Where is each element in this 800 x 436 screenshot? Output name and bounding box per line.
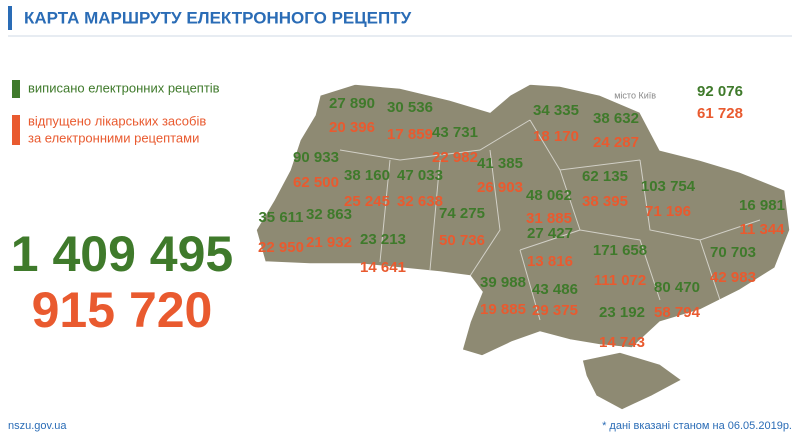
region-dispensed: 21 932 [306, 234, 352, 251]
region-issued: 39 988 [480, 274, 526, 291]
title-bar [8, 6, 12, 30]
region-dispensed: 20 396 [329, 119, 375, 136]
region-dispensed: 38 395 [582, 193, 628, 210]
region-issued: 35 611 [258, 209, 303, 226]
region-dispensed: 26 903 [477, 179, 523, 196]
region-figures: 27 890 20 396 30 536 17 859 43 731 22 982 34 3… [258, 95, 785, 351]
legend-dispensed: за електронними рецептами [28, 130, 199, 145]
legend-swatch-issued [12, 80, 20, 98]
region-issued: 171 658 [593, 242, 647, 259]
total-issued: 1 409 495 [11, 226, 233, 282]
total-dispensed: 915 720 [32, 282, 213, 338]
region-dispensed: 13 816 [527, 253, 573, 270]
region-issued: 47 033 [397, 167, 443, 184]
region-issued: 30 536 [387, 99, 433, 116]
footnote: * дані вказані станом на 06.05.2019р. [602, 420, 792, 432]
region-issued: 16 981 [739, 197, 785, 214]
region-issued: 38 632 [593, 110, 639, 127]
region-issued: 74 275 [439, 205, 485, 222]
region-dispensed: 32 638 [397, 193, 443, 210]
region-issued: 62 135 [582, 168, 628, 185]
region-dispensed: 22 950 [258, 239, 304, 256]
region-dispensed: 19 885 [480, 301, 526, 318]
region-issued: 27 427 [527, 225, 573, 242]
region-dispensed: 17 859 [387, 126, 433, 143]
region-dispensed: 62 500 [293, 174, 339, 191]
region-issued: 27 890 [329, 95, 375, 112]
legend-dispensed: відпущено лікарських засобів [28, 113, 206, 128]
title: КАРТА МАРШРУТУ ЕЛЕКТРОННОГО РЕЦЕПТУ [24, 8, 412, 27]
legend-issued: виписано електронних рецептів [28, 80, 220, 95]
region-dispensed: 14 743 [599, 334, 645, 351]
site[interactable]: nszu.gov.ua [8, 420, 67, 432]
region-issued: 43 486 [532, 281, 578, 298]
region-issued: 23 192 [599, 304, 645, 321]
region-issued: 41 385 [477, 155, 523, 172]
region-dispensed: 31 885 [526, 210, 572, 227]
kyiv-label: місто Київ [614, 90, 656, 100]
region-issued: 23 213 [360, 231, 406, 248]
region-issued: 48 062 [526, 187, 572, 204]
map-crimea [581, 351, 684, 411]
region-dispensed: 42 983 [710, 269, 756, 286]
region-dispensed: 14 641 [360, 259, 406, 276]
region-issued: 90 933 [293, 149, 339, 166]
legend-swatch-dispensed [12, 115, 20, 145]
region-dispensed: 24 287 [593, 134, 639, 151]
region-issued: 80 470 [654, 279, 700, 296]
region-dispensed: 18 170 [533, 128, 579, 145]
region-dispensed: 58 794 [654, 304, 701, 321]
region-issued: 34 335 [533, 102, 579, 119]
region-dispensed: 22 982 [432, 149, 478, 166]
kyiv-issued: 92 076 [697, 83, 743, 100]
region-issued: 32 863 [306, 206, 352, 223]
region-dispensed: 50 736 [439, 232, 485, 249]
region-dispensed: 11 344 [739, 221, 785, 238]
region-issued: 43 731 [432, 124, 478, 141]
region-dispensed: 25 245 [344, 193, 390, 210]
region-dispensed: 29 375 [532, 302, 578, 319]
region-dispensed: 111 072 [594, 272, 647, 289]
kyiv-dispensed: 61 728 [697, 105, 743, 122]
region-dispensed: 71 196 [645, 203, 691, 220]
region-issued: 103 754 [641, 178, 696, 195]
map [255, 83, 791, 411]
region-issued: 38 160 [344, 167, 390, 184]
region-borders [339, 119, 761, 321]
region-issued: 70 703 [710, 244, 756, 261]
